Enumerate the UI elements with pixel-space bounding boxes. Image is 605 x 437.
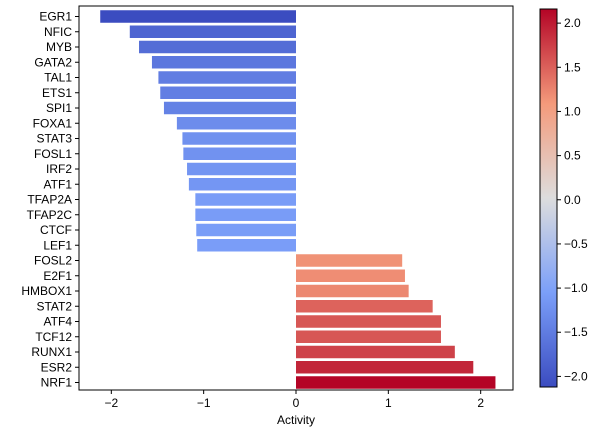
bar-atf1 (188, 178, 296, 191)
y-tick-label: ATF4 (44, 315, 73, 329)
bar-tcf12 (296, 330, 441, 343)
colorbar-tick-label: −0.5 (564, 237, 588, 251)
colorbar-tick-label: 1.0 (564, 104, 581, 118)
y-tick-label: LEF1 (43, 238, 72, 252)
y-tick-label: NFIC (44, 25, 72, 39)
x-ticks: −2 −1 0 1 2 (104, 390, 484, 410)
bar-ctcf (196, 223, 296, 237)
y-tick-label: SPI1 (46, 101, 72, 115)
bar-tfap2c (195, 208, 296, 221)
y-tick-label: CTCF (40, 223, 72, 237)
colorbar-tick-label: 2.0 (564, 16, 581, 30)
colorbar-tick-label: −2.0 (564, 369, 588, 383)
bar-fosl1 (183, 147, 296, 160)
bar-nrf1 (296, 376, 496, 389)
y-tick-label: NRF1 (41, 376, 73, 390)
y-tick-label: IRF2 (46, 162, 72, 176)
bar-hmbox1 (296, 284, 409, 298)
bar-e2f1 (296, 269, 405, 282)
x-tick-label: −1 (197, 396, 211, 410)
bar-tfap2a (195, 193, 296, 206)
colorbar-ticks: −2.0 −1.5 −1.0 −0.5 0.0 0.5 1.0 1.5 2.0 (557, 16, 588, 383)
y-tick-label: FOSL2 (34, 254, 72, 268)
bars (100, 10, 496, 389)
bar-atf4 (296, 315, 441, 328)
bar-irf2 (187, 162, 296, 176)
y-tick-label: STAT2 (36, 299, 72, 313)
y-tick-label: TFAP2C (27, 208, 73, 222)
y-tick-label: ESR2 (41, 360, 73, 374)
y-tick-label: FOXA1 (33, 116, 73, 130)
bar-foxa1 (176, 117, 296, 130)
y-tick-labels: EGR1NFICMYBGATA2TAL1ETS1SPI1FOXA1STAT3FO… (21, 10, 79, 390)
bar-stat2 (296, 300, 433, 313)
bar-spi1 (163, 101, 296, 115)
bar-myb (139, 40, 296, 54)
y-tick-label: EGR1 (39, 10, 72, 24)
y-tick-label: FOSL1 (34, 147, 72, 161)
colorbar-tick-label: 0.5 (564, 149, 581, 163)
y-tick-label: RUNX1 (31, 345, 72, 359)
bar-tal1 (158, 71, 296, 84)
y-tick-label: TAL1 (44, 71, 72, 85)
x-tick-label: 1 (385, 396, 392, 410)
x-tick-label: −2 (104, 396, 118, 410)
y-tick-label: HMBOX1 (21, 284, 72, 298)
y-tick-label: STAT3 (36, 132, 72, 146)
y-tick-label: E2F1 (43, 269, 72, 283)
colorbar (539, 8, 558, 388)
y-tick-label: GATA2 (34, 55, 72, 69)
colorbar-tick-label: 0.0 (564, 193, 581, 207)
x-tick-label: 0 (293, 396, 300, 410)
bar-egr1 (100, 10, 296, 23)
x-axis-label: Activity (277, 413, 315, 427)
bar-lef1 (197, 239, 296, 252)
plot-frame (78, 5, 514, 391)
y-tick-label: ATF1 (44, 177, 73, 191)
bar-esr2 (296, 361, 474, 374)
bar-stat3 (182, 132, 296, 145)
bar-gata2 (151, 56, 296, 69)
bar-nfic (129, 25, 296, 38)
x-tick-label: 2 (477, 396, 484, 410)
colorbar-tick-label: 1.5 (564, 60, 581, 74)
bar-runx1 (296, 345, 455, 359)
bar-ets1 (160, 86, 296, 99)
y-tick-label: TCF12 (35, 330, 72, 344)
colorbar-tick-label: −1.0 (564, 281, 588, 295)
y-tick-label: TFAP2A (27, 193, 72, 207)
y-tick-label: MYB (46, 40, 72, 54)
bar-fosl2 (296, 254, 403, 267)
colorbar-tick-label: −1.5 (564, 325, 588, 339)
y-tick-label: ETS1 (42, 86, 72, 100)
